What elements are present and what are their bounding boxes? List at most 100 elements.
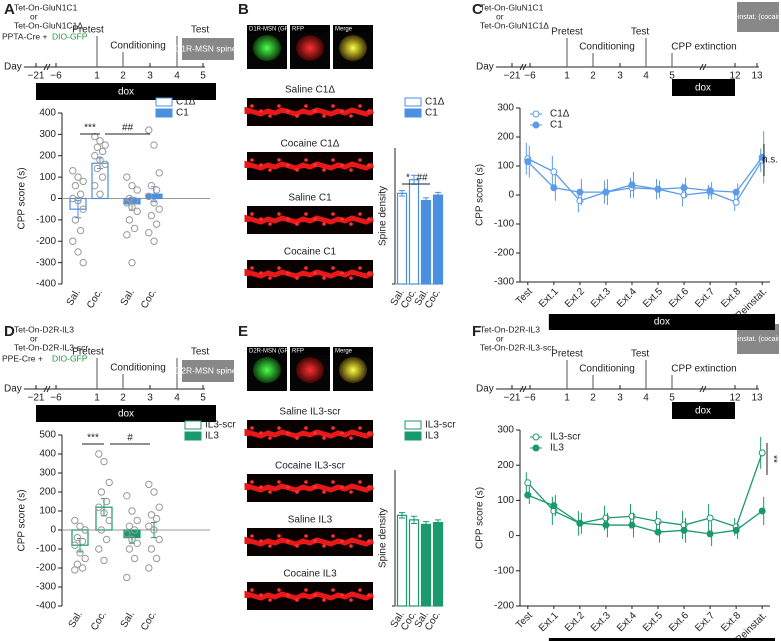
genotype: Tet-On-D2R-IL3: [14, 324, 74, 334]
spine: [259, 271, 263, 275]
spine: [286, 109, 290, 113]
phase: Pretest: [551, 27, 583, 38]
spine: [259, 539, 263, 543]
y-tick-label: 100: [39, 172, 56, 183]
data-point: [145, 229, 153, 237]
day-label: Day: [476, 384, 494, 395]
condition-label: Saline C1: [288, 193, 332, 204]
marker: [602, 188, 610, 196]
data-point: [102, 535, 111, 544]
marker: [524, 479, 532, 487]
spine: [277, 480, 281, 484]
cell: [296, 35, 324, 61]
spine: [250, 534, 254, 538]
spine: [349, 222, 353, 226]
series-line: [527, 494, 763, 535]
spine: [268, 276, 272, 280]
spine: [367, 109, 371, 113]
panel-label: A: [4, 1, 15, 18]
spine: [277, 158, 281, 162]
spine: [286, 217, 290, 221]
dendrite: [244, 482, 374, 493]
day: 1: [94, 71, 100, 82]
panel-label: F: [472, 323, 481, 340]
legend-swatch: [404, 420, 422, 430]
dendrite: [244, 106, 374, 117]
data-point: [97, 526, 106, 534]
data-point: [125, 545, 134, 553]
dendrite: [244, 268, 374, 279]
spine: [259, 109, 263, 113]
marker: [524, 158, 532, 166]
x-tick-label: Ext.4: [615, 610, 639, 634]
genotype: or: [496, 333, 504, 343]
spine: [286, 431, 290, 435]
data-point: [150, 237, 158, 245]
marker: [758, 449, 766, 457]
error-bar: [423, 521, 429, 528]
legend-marker: [532, 444, 540, 452]
spine: [349, 598, 353, 602]
annotation: ##: [416, 173, 428, 184]
spine: [322, 114, 326, 118]
break: [519, 63, 524, 71]
spine: [367, 163, 371, 167]
spine: [295, 168, 299, 172]
spine: [304, 588, 308, 592]
y-tick-label: 400: [39, 108, 56, 119]
phase: Test: [631, 349, 650, 360]
data-point: [152, 514, 161, 523]
condition-label: Cocaine C1: [284, 247, 337, 258]
marker: [576, 197, 584, 205]
marker: [706, 187, 714, 195]
spine: [268, 490, 272, 494]
data-point: [128, 535, 136, 544]
marker: [654, 518, 662, 526]
cre-line: PPTA-Cre +: [2, 31, 47, 41]
y-tick-label: 200: [39, 150, 56, 161]
marker: [550, 502, 558, 510]
x-tick-label: Ext.4: [615, 286, 639, 310]
endpoint: D2R-MSN spines: [175, 365, 241, 375]
dendrite: [244, 590, 374, 601]
spine: [340, 271, 344, 275]
marker: [706, 514, 714, 522]
spine: [322, 168, 326, 172]
data-point: [76, 226, 85, 235]
data-point: [155, 205, 163, 213]
spine: [313, 431, 317, 435]
legend-marker: [532, 121, 540, 129]
day: −6: [50, 393, 62, 404]
phase: Test: [631, 27, 650, 38]
legend-label: IL3: [550, 443, 564, 454]
x-tick-label: Coc.: [85, 287, 105, 310]
channel-label: D2R-MSN (GFP): [249, 349, 294, 355]
spine: [286, 539, 290, 543]
legend-marker: [532, 433, 540, 441]
channel-bg: [247, 347, 287, 355]
spine: [259, 163, 263, 167]
spine: [331, 534, 335, 538]
annotation: n.s.: [762, 155, 778, 166]
day: −6: [524, 393, 536, 404]
genotype: Tet-On-GluN1C1: [14, 2, 78, 12]
spine: [358, 480, 362, 484]
spine: [358, 104, 362, 108]
y-tick-label: -100: [36, 215, 56, 226]
day: 3: [147, 71, 153, 82]
panel-label: E: [238, 323, 248, 340]
data-point: [155, 535, 163, 544]
day: 3: [617, 393, 623, 404]
y-axis-label: CPP score (s): [475, 487, 486, 549]
cell: [339, 35, 367, 61]
data-point: [147, 511, 156, 519]
y-tick-label: 100: [39, 506, 56, 517]
marker: [602, 514, 610, 522]
data-point: [147, 545, 156, 553]
channel-bg: [290, 25, 330, 33]
day: −21: [504, 393, 521, 404]
data-point: [91, 181, 99, 190]
error-bar: [435, 191, 441, 199]
marker: [524, 491, 532, 499]
